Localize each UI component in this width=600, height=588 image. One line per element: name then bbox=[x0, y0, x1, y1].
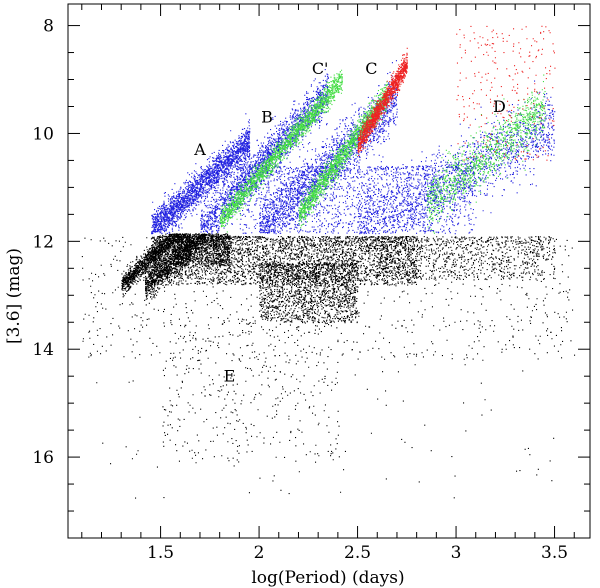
x-axis-title: log(Period) (days) bbox=[251, 568, 404, 588]
sequence-label: C bbox=[365, 59, 377, 78]
axes-frame bbox=[67, 3, 591, 539]
sequence-label: C' bbox=[312, 59, 329, 78]
series-0-markers bbox=[81, 233, 576, 499]
x-tick-label: 2.5 bbox=[344, 543, 371, 563]
points-layer bbox=[81, 25, 576, 499]
sequence-label: B bbox=[261, 108, 273, 127]
x-tick-label: 3 bbox=[451, 543, 462, 563]
y-axis-title: [3.6] (mag) bbox=[4, 248, 24, 344]
sequence-labels: A B C' C D E bbox=[193, 59, 506, 385]
sequence-label: D bbox=[493, 97, 506, 116]
x-axis: 1.5 2 2.5 3 3.5 bbox=[81, 4, 575, 563]
x-tick-label: 2 bbox=[254, 543, 265, 563]
y-tick-label: 10 bbox=[32, 124, 54, 144]
x-tick-label: 3.5 bbox=[541, 543, 568, 563]
series-0-points bbox=[81, 233, 576, 499]
y-axis: 8 10 12 14 16 bbox=[32, 17, 590, 539]
sequence-label: A bbox=[193, 140, 206, 159]
plot-frame bbox=[67, 3, 591, 539]
sequence-label: E bbox=[224, 367, 236, 386]
series-2-markers bbox=[219, 69, 546, 234]
series-2-points bbox=[219, 69, 546, 234]
y-tick-label: 12 bbox=[32, 232, 54, 252]
x-tick-label: 1.5 bbox=[147, 543, 174, 563]
y-tick-label: 16 bbox=[32, 448, 54, 468]
y-tick-label: 8 bbox=[43, 17, 54, 37]
y-tick-label: 14 bbox=[32, 340, 54, 360]
